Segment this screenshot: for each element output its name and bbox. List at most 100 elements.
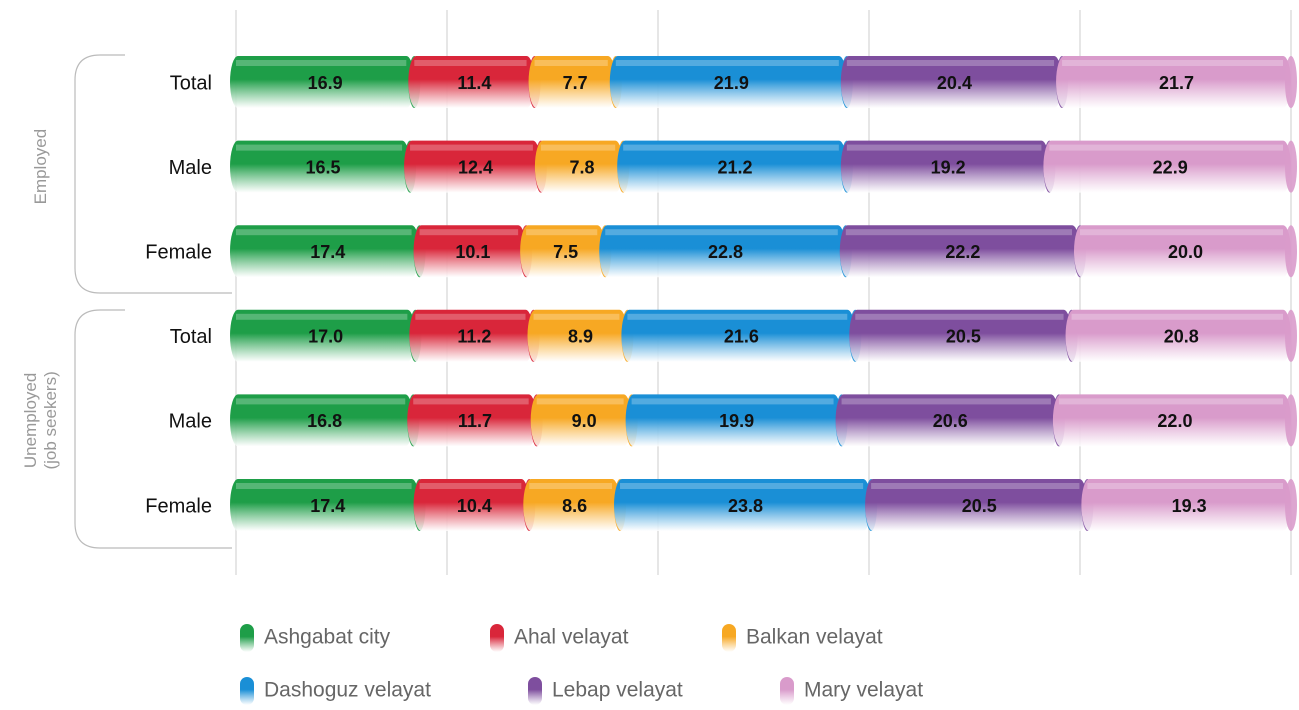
bar-segment	[1081, 479, 1291, 531]
value-label: 21.2	[717, 157, 752, 177]
bar-segment	[530, 394, 632, 447]
category-label: Female	[145, 495, 212, 517]
bar-segment	[849, 309, 1072, 362]
bar-cap	[1285, 309, 1297, 362]
bar-shine	[414, 60, 527, 66]
bar-shine	[540, 144, 616, 151]
group-label-line: Employed	[31, 129, 50, 205]
value-label: 12.4	[458, 157, 493, 177]
bar-shine	[533, 313, 620, 320]
bar-shine	[526, 229, 598, 236]
value-label: 19.9	[719, 411, 754, 431]
bar-shine	[846, 60, 1055, 66]
bar-shine	[534, 60, 608, 66]
value-label: 11.4	[457, 73, 491, 93]
legend-swatch	[240, 624, 254, 652]
bar-segment	[609, 56, 847, 108]
bar-segment	[230, 140, 411, 193]
bar-segment	[617, 140, 847, 193]
value-label: 19.2	[931, 157, 966, 177]
value-label: 21.6	[724, 327, 759, 347]
bar-segment	[413, 479, 530, 531]
value-label: 16.5	[306, 157, 341, 177]
value-label: 7.7	[563, 73, 588, 93]
legend-swatch	[490, 624, 504, 652]
value-label: 22.2	[945, 242, 980, 262]
bar-shine	[871, 483, 1080, 489]
bar-segment	[230, 225, 420, 278]
bar-shine	[410, 144, 533, 151]
bar-segment	[1056, 56, 1291, 108]
legend-label: Dashoguz velayat	[264, 679, 431, 702]
legend-label: Ashgabat city	[264, 626, 391, 649]
group-label-line: Unemployed	[21, 373, 40, 468]
bar-segment	[599, 225, 846, 278]
bar-segment	[523, 479, 621, 531]
group-label: Unemployed(job seekers)	[21, 371, 60, 469]
value-label: 10.4	[457, 496, 492, 516]
bar-cap	[1285, 140, 1297, 193]
bar-segment	[520, 225, 606, 278]
value-label: 7.8	[570, 157, 595, 177]
value-label: 11.2	[457, 327, 491, 347]
bar-shine	[620, 483, 864, 489]
category-label: Total	[170, 326, 212, 348]
bar-segment	[230, 56, 415, 108]
value-label: 19.3	[1172, 496, 1207, 516]
bar-shine	[1087, 483, 1283, 489]
bar-segment	[840, 140, 1050, 193]
legend-label: Balkan velayat	[746, 626, 883, 649]
category-label: Total	[170, 72, 212, 94]
bar-shine	[623, 144, 839, 151]
legend-label: Mary velayat	[804, 679, 923, 702]
bar-segment	[839, 225, 1080, 278]
bar-shine	[631, 398, 834, 405]
value-label: 17.0	[308, 327, 343, 347]
bar-segment	[1043, 140, 1291, 193]
bar-shine	[236, 229, 412, 236]
bar-cap	[1285, 479, 1297, 531]
value-label: 20.5	[946, 327, 981, 347]
group-label: Employed	[31, 129, 50, 205]
bar-segment	[409, 309, 534, 362]
bar-shine	[413, 398, 529, 405]
value-label: 20.6	[933, 411, 968, 431]
value-label: 11.7	[458, 411, 492, 431]
bar-segment	[534, 140, 624, 193]
bar-shine	[536, 398, 624, 405]
bar-segment	[865, 479, 1088, 531]
bar-segment	[527, 309, 628, 362]
bar-segment	[413, 225, 527, 278]
value-label: 17.4	[310, 496, 345, 516]
legend-label: Lebap velayat	[552, 679, 683, 702]
value-label: 10.1	[455, 242, 490, 262]
bar-segment	[1074, 225, 1291, 278]
bar-shine	[627, 313, 848, 320]
value-label: 20.5	[962, 496, 997, 516]
bar-shine	[236, 144, 403, 151]
bar-shine	[1058, 398, 1283, 405]
value-label: 17.4	[310, 242, 345, 262]
bar-cap	[1285, 394, 1297, 447]
bar-segment	[614, 479, 872, 531]
bar-segment	[621, 309, 856, 362]
bar-segment	[230, 309, 416, 362]
bar-segment	[625, 394, 842, 447]
bar-shine	[605, 229, 838, 236]
bar-shine	[1049, 144, 1283, 151]
value-label: 20.4	[937, 73, 972, 93]
bar-shine	[236, 313, 408, 320]
bar-shine	[236, 398, 406, 405]
bar-shine	[529, 483, 613, 489]
category-label: Female	[145, 241, 212, 263]
bar-shine	[615, 60, 839, 66]
value-label: 16.9	[308, 73, 343, 93]
legend-swatch	[240, 677, 254, 705]
group-bracket	[74, 54, 232, 294]
value-label: 21.9	[714, 73, 749, 93]
category-label: Male	[169, 411, 212, 433]
bar-shine	[846, 144, 1042, 151]
bar-segment	[404, 140, 541, 193]
legend-swatch	[722, 624, 736, 652]
